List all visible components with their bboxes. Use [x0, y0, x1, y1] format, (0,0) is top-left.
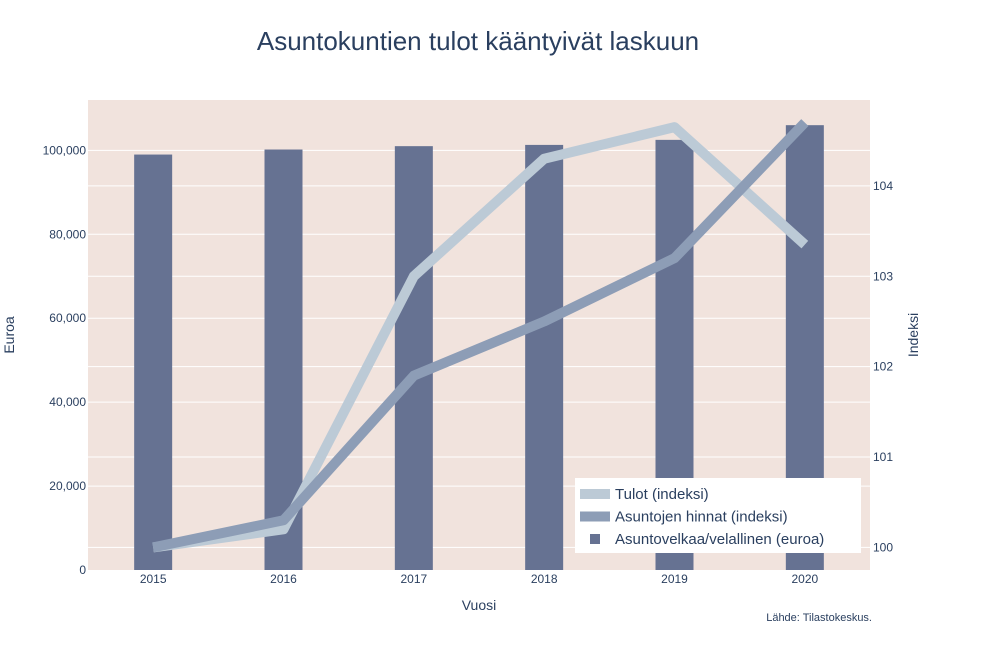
chart-title: Asuntokuntien tulot kääntyivät laskuun — [257, 26, 699, 56]
left-y-axis-label: Euroa — [1, 316, 17, 354]
x-tick-label: 2016 — [270, 572, 297, 586]
right-y-tick-label: 102 — [873, 360, 893, 374]
x-tick-label: 2017 — [400, 572, 427, 586]
source-note: Lähde: Tilastokeskus. — [766, 612, 872, 624]
x-axis-ticks: 2015 2016 2017 2018 2019 2020 — [140, 572, 819, 586]
legend-swatch-line — [580, 489, 610, 499]
left-y-tick-label: 100,000 — [43, 143, 87, 157]
legend-label: Asuntovelkaa/velallinen (euroa) — [615, 531, 824, 548]
x-tick-label: 2018 — [531, 572, 558, 586]
legend-label: Asuntojen hinnat (indeksi) — [615, 509, 788, 526]
legend-swatch-line — [580, 511, 610, 522]
left-y-tick-label: 80,000 — [49, 227, 86, 241]
right-y-tick-label: 104 — [873, 179, 893, 193]
series-line — [152, 119, 809, 553]
x-tick-label: 2015 — [140, 572, 167, 586]
x-tick-label: 2019 — [661, 572, 688, 586]
left-y-tick-label: 60,000 — [49, 311, 86, 325]
legend-label: Tulot (indeksi) — [615, 486, 709, 503]
line-series — [152, 119, 809, 553]
bar — [134, 154, 173, 570]
x-axis-label: Vuosi — [462, 597, 497, 613]
left-y-axis-ticks: 0 20,000 40,000 60,000 80,000 100,000 — [43, 143, 87, 577]
left-y-tick-label: 40,000 — [49, 395, 86, 409]
series-line — [152, 122, 809, 553]
right-y-axis-label: Indeksi — [905, 313, 921, 357]
right-y-tick-label: 100 — [873, 540, 893, 554]
right-y-axis-ticks: 100 101 102 103 104 — [873, 179, 893, 555]
legend: Tulot (indeksi) Asuntojen hinnat (indeksi… — [575, 478, 861, 553]
right-y-tick-label: 101 — [873, 450, 893, 464]
legend-swatch-bar — [590, 534, 600, 544]
left-y-tick-label: 20,000 — [49, 479, 86, 493]
left-y-tick-label: 0 — [79, 563, 86, 577]
x-tick-label: 2020 — [791, 572, 818, 586]
bar — [525, 144, 564, 570]
bar — [394, 146, 433, 571]
legend-box — [575, 478, 861, 553]
right-y-tick-label: 103 — [873, 269, 893, 283]
